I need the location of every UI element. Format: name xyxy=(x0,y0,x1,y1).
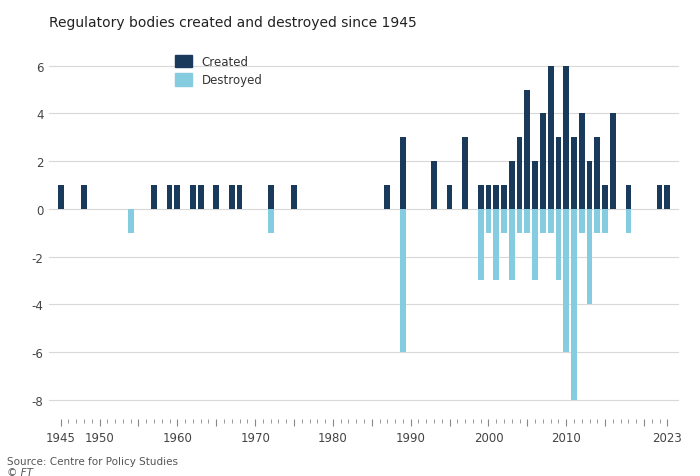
Bar xyxy=(610,114,616,209)
Bar xyxy=(501,209,507,233)
Text: Regulatory bodies created and destroyed since 1945: Regulatory bodies created and destroyed … xyxy=(49,16,416,30)
Bar xyxy=(198,186,204,209)
Bar xyxy=(509,209,514,281)
Bar xyxy=(478,209,484,281)
Bar xyxy=(602,186,608,209)
Bar xyxy=(81,186,87,209)
Bar xyxy=(657,186,662,209)
Bar xyxy=(167,186,172,209)
Bar xyxy=(594,209,601,233)
Bar xyxy=(524,90,531,209)
Bar xyxy=(400,138,406,209)
Bar xyxy=(501,186,507,209)
Bar xyxy=(571,138,577,209)
Bar xyxy=(268,209,274,233)
Bar xyxy=(548,209,554,233)
Bar xyxy=(229,186,234,209)
Bar xyxy=(268,186,274,209)
Bar xyxy=(478,186,484,209)
Bar xyxy=(540,209,546,233)
Bar xyxy=(587,209,592,305)
Bar xyxy=(587,162,592,209)
Bar xyxy=(517,138,522,209)
Text: Source: Centre for Policy Studies: Source: Centre for Policy Studies xyxy=(7,456,178,466)
Bar xyxy=(532,209,538,281)
Bar xyxy=(532,162,538,209)
Bar xyxy=(400,209,406,352)
Bar xyxy=(151,186,157,209)
Bar xyxy=(556,138,561,209)
Bar xyxy=(540,114,546,209)
Bar xyxy=(626,209,631,233)
Bar xyxy=(579,209,584,233)
Bar xyxy=(626,186,631,209)
Bar xyxy=(556,209,561,281)
Bar xyxy=(291,186,297,209)
Bar xyxy=(214,186,219,209)
Text: © FT: © FT xyxy=(7,467,33,476)
Bar xyxy=(384,186,391,209)
Bar xyxy=(431,162,437,209)
Bar xyxy=(486,209,491,233)
Bar xyxy=(58,186,64,209)
Bar xyxy=(486,186,491,209)
Bar xyxy=(447,186,452,209)
Bar xyxy=(462,138,468,209)
Bar xyxy=(494,186,499,209)
Bar xyxy=(564,67,569,209)
Bar xyxy=(564,209,569,352)
Bar xyxy=(664,186,671,209)
Bar xyxy=(517,209,522,233)
Bar xyxy=(571,209,577,400)
Bar xyxy=(237,186,242,209)
Bar xyxy=(128,209,134,233)
Bar xyxy=(594,138,601,209)
Bar xyxy=(174,186,181,209)
Bar xyxy=(494,209,499,281)
Bar xyxy=(548,67,554,209)
Bar xyxy=(190,186,196,209)
Bar xyxy=(579,114,584,209)
Bar xyxy=(602,209,608,233)
Bar xyxy=(509,162,514,209)
Legend: Created, Destroyed: Created, Destroyed xyxy=(174,55,262,87)
Bar xyxy=(524,209,531,233)
